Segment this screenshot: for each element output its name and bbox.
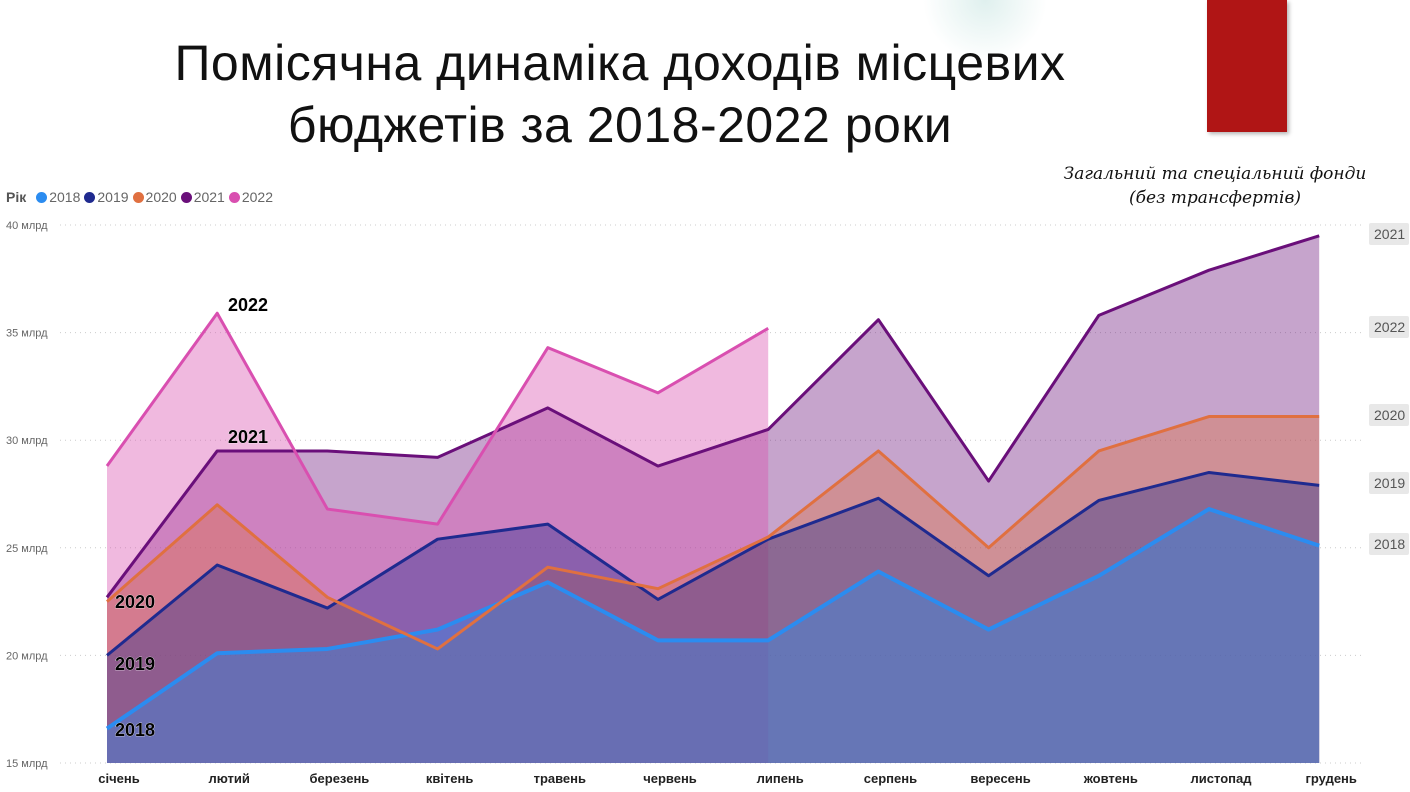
legend-label: 2021 <box>193 189 225 205</box>
legend-item-2022[interactable]: 2022 <box>228 189 274 205</box>
series-label-2022: 2022 <box>228 295 268 315</box>
subtitle-line-1: Загальний та спеціальний фонди <box>1063 164 1367 184</box>
legend-item-2018[interactable]: 2018 <box>36 189 80 205</box>
legend-marker <box>84 191 96 203</box>
x-tick-label: березень <box>310 771 370 786</box>
legend-label: 2018 <box>49 189 81 205</box>
legend-item-2020[interactable]: 2020 <box>132 189 177 205</box>
area-2019 <box>107 472 1320 763</box>
y-tick-label: 25 млрд <box>6 543 48 555</box>
series-label-2019: 2019 <box>115 654 155 674</box>
end-label-bg <box>1369 404 1409 426</box>
title-line-2: бюджетів за 2018-2022 роки <box>287 97 953 153</box>
x-tick-label: серпень <box>864 771 917 786</box>
legend-label: 2020 <box>145 189 177 205</box>
y-tick-label: 20 млрд <box>6 650 48 662</box>
subtitle-line-2: (без трансфертів) <box>1129 188 1301 208</box>
y-tick-label: 35 млрд <box>6 328 48 340</box>
line-2020 <box>106 415 1320 651</box>
area-2020 <box>107 416 1320 763</box>
legend-marker <box>36 191 48 203</box>
end-label-2020: 2020 <box>1374 407 1405 423</box>
line-2018 <box>105 507 1320 731</box>
line-2019 <box>106 470 1320 657</box>
decorative-red-bar <box>1207 0 1287 132</box>
x-tick-label: червень <box>643 771 697 786</box>
x-tick-label: лютий <box>209 771 250 786</box>
x-tick-label: липень <box>757 771 804 786</box>
legend-marker <box>228 191 240 203</box>
area-2018 <box>107 509 1320 763</box>
x-tick-label: квітень <box>426 771 474 786</box>
slide-title: Помісячна динаміка доходів місцевих бюдж… <box>60 32 1180 156</box>
x-tick-label: листопад <box>1191 771 1253 786</box>
end-label-bg <box>1369 472 1409 494</box>
x-tick-label: грудень <box>1305 771 1356 786</box>
title-line-1: Помісячна динаміка доходів місцевих <box>174 35 1066 91</box>
end-label-bg <box>1369 316 1409 338</box>
legend-label: 2022 <box>241 189 274 205</box>
y-tick-label: 30 млрд <box>6 435 48 447</box>
series-label-2020: 2020 <box>115 592 155 612</box>
legend-marker <box>132 191 144 203</box>
end-label-2022: 2022 <box>1374 319 1405 335</box>
end-label-bg <box>1369 223 1409 245</box>
legend-marker <box>180 191 192 203</box>
end-label-2019: 2019 <box>1374 475 1405 491</box>
end-label-2018: 2018 <box>1374 536 1405 552</box>
line-2021 <box>105 234 1320 599</box>
x-tick-label: вересень <box>970 771 1030 786</box>
legend-label: 2019 <box>97 189 129 205</box>
series-label-2021: 2021 <box>228 427 268 447</box>
line-2022 <box>105 311 769 526</box>
x-tick-label: січень <box>98 771 139 786</box>
legend-item-2019[interactable]: 2019 <box>84 189 129 205</box>
end-label-bg <box>1369 533 1409 555</box>
legend-title: Рік <box>6 189 27 205</box>
x-tick-label: жовтень <box>1083 771 1138 786</box>
chart-subtitle: Загальний та спеціальний фонди (без тран… <box>1040 162 1390 210</box>
area-2021 <box>107 235 1320 763</box>
series-label-2018: 2018 <box>115 720 155 740</box>
y-tick-label: 15 млрд <box>6 758 48 770</box>
legend-item-2021[interactable]: 2021 <box>180 189 225 205</box>
chart-legend: Рік 2018 2019 2020 2021 2022 <box>6 189 277 205</box>
y-tick-label: 40 млрд <box>6 220 48 232</box>
end-label-2021: 2021 <box>1374 226 1405 242</box>
x-tick-label: травень <box>534 771 586 786</box>
